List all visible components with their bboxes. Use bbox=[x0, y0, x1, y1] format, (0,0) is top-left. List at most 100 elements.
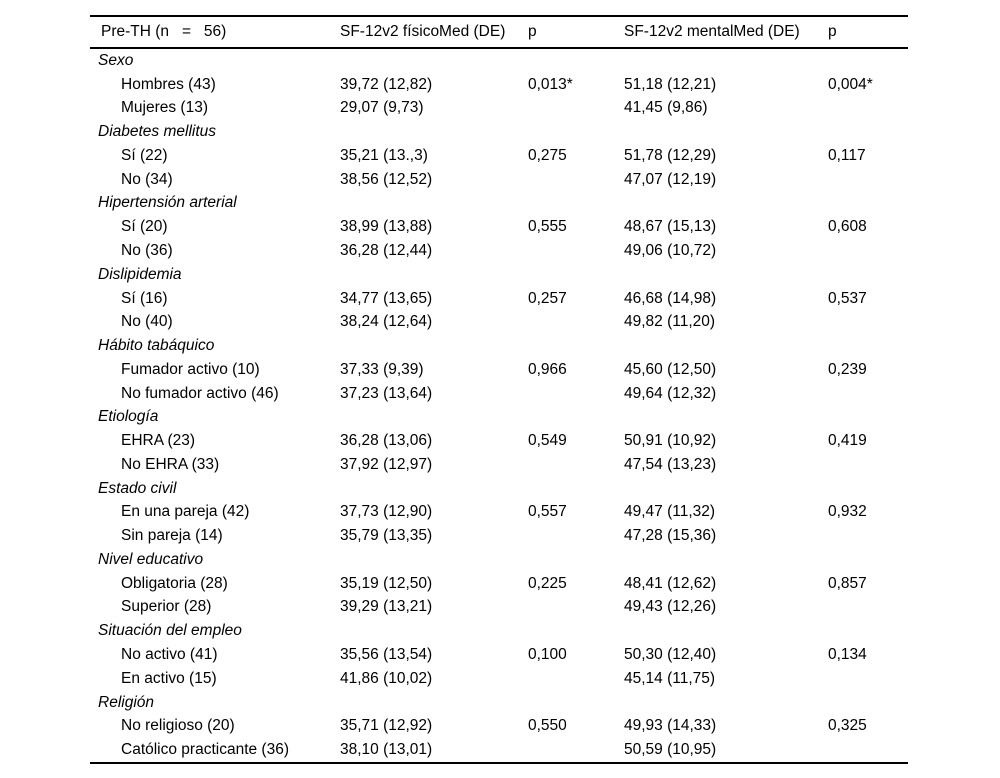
category-label: Situación del empleo bbox=[98, 622, 242, 640]
p-mental-value bbox=[828, 738, 908, 763]
p-fisico-value: 0,013* bbox=[528, 75, 573, 93]
category-row: Dislipidemia bbox=[90, 263, 908, 287]
category-row: Situación del empleo bbox=[90, 619, 908, 643]
data-row: No (36) 36,28 (12,44) 49,06 (10,72) bbox=[90, 239, 908, 263]
data-row: No activo (41) 35,56 (13,54) 0,100 50,30 (1… bbox=[90, 643, 908, 667]
category-label: Diabetes mellitus bbox=[98, 123, 217, 141]
p-fisico-value: 0,549 bbox=[528, 432, 567, 450]
row-label: EHRA (23) bbox=[121, 432, 196, 450]
p-mental-value: 0,117 bbox=[828, 146, 866, 164]
fisico-value: 41,86 (10,02) bbox=[340, 669, 433, 687]
row-label: Obligatoria (28) bbox=[121, 574, 228, 592]
p-fisico-value: 0,257 bbox=[528, 289, 567, 307]
row-label: Sí (20) bbox=[121, 218, 168, 236]
p-mental-value bbox=[828, 667, 908, 691]
category-label: Sexo bbox=[98, 51, 134, 69]
fisico-value: 38,56 (12,52) bbox=[340, 170, 433, 188]
data-row: Mujeres (13) 29,07 (9,73) 41,45 (9,86) bbox=[90, 97, 908, 121]
category-label: Nivel educativo bbox=[98, 550, 204, 568]
sf12v2-pre-th-table: Pre-TH (n = 56) SF-12v2 físicoMed (DE) p… bbox=[90, 15, 908, 764]
row-label: No fumador activo (46) bbox=[121, 384, 279, 402]
row-label: Sí (16) bbox=[121, 289, 168, 307]
p-fisico-value: 0,557 bbox=[528, 503, 567, 521]
header-p-mental: p bbox=[828, 16, 908, 49]
p-mental-value: 0,419 bbox=[828, 432, 867, 450]
mental-value: 49,82 (11,20) bbox=[624, 313, 716, 331]
p-mental-value: 0,857 bbox=[828, 574, 867, 592]
p-fisico-value: 0,555 bbox=[528, 218, 567, 236]
mental-value: 41,45 (9,86) bbox=[624, 99, 708, 117]
fisico-value: 38,99 (13,88) bbox=[340, 218, 433, 236]
p-mental-value: 0,134 bbox=[828, 646, 867, 664]
data-row: EHRA (23) 36,28 (13,06) 0,549 50,91 (10,92)… bbox=[90, 429, 908, 453]
mental-value: 51,78 (12,29) bbox=[624, 146, 717, 164]
row-label: Sin pareja (14) bbox=[121, 527, 223, 545]
mental-value: 47,07 (12,19) bbox=[624, 170, 717, 188]
fisico-value: 29,07 (9,73) bbox=[340, 99, 424, 117]
p-fisico-value bbox=[528, 382, 624, 406]
data-row: Obligatoria (28) 35,19 (12,50) 0,225 48,41 … bbox=[90, 572, 908, 596]
data-row: No (34) 38,56 (12,52) 47,07 (12,19) bbox=[90, 168, 908, 192]
row-label: Católico practicante (36) bbox=[121, 741, 289, 759]
data-row: Hombres (43) 39,72 (12,82) 0,013* 51,18 (12… bbox=[90, 73, 908, 97]
header-pre-th: Pre-TH (n = 56) bbox=[90, 16, 340, 49]
p-fisico-value bbox=[528, 738, 624, 763]
p-fisico-value bbox=[528, 524, 624, 548]
category-row: Sexo bbox=[90, 48, 908, 73]
row-label: No religioso (20) bbox=[121, 717, 235, 735]
data-row: Sí (16) 34,77 (13,65) 0,257 46,68 (14,98) 0,… bbox=[90, 287, 908, 311]
data-row: Sí (20) 38,99 (13,88) 0,555 48,67 (15,13) 0,… bbox=[90, 215, 908, 239]
mental-value: 45,14 (11,75) bbox=[624, 669, 716, 687]
mental-value: 50,59 (10,95) bbox=[624, 741, 717, 759]
p-fisico-value: 0,966 bbox=[528, 360, 567, 378]
p-mental-value bbox=[828, 97, 908, 121]
category-label: Etiología bbox=[98, 408, 159, 426]
category-label: Hipertensión arterial bbox=[98, 194, 237, 212]
p-mental-value bbox=[828, 168, 908, 192]
category-label: Estado civil bbox=[98, 479, 177, 497]
p-fisico-value bbox=[528, 453, 624, 477]
category-row: Etiología bbox=[90, 405, 908, 429]
p-mental-value: 0,608 bbox=[828, 218, 867, 236]
data-row: No fumador activo (46) 37,23 (13,64) 49,64… bbox=[90, 382, 908, 406]
mental-value: 49,47 (11,32) bbox=[624, 503, 716, 521]
data-row: Sí (22) 35,21 (13.,3) 0,275 51,78 (12,29) 0,… bbox=[90, 144, 908, 168]
mental-value: 49,06 (10,72) bbox=[624, 242, 717, 259]
p-mental-value: 0,537 bbox=[828, 289, 867, 307]
p-fisico-value: 0,550 bbox=[528, 717, 567, 735]
row-label: Superior (28) bbox=[121, 598, 212, 616]
mental-value: 49,43 (12,26) bbox=[624, 598, 717, 616]
p-fisico-value bbox=[528, 310, 624, 334]
mental-value: 50,30 (12,40) bbox=[624, 646, 717, 664]
category-row: Hábito tabáquico bbox=[90, 334, 908, 358]
p-mental-value: 0,325 bbox=[828, 717, 867, 735]
fisico-value: 38,10 (13,01) bbox=[340, 741, 433, 759]
fisico-value: 37,92 (12,97) bbox=[340, 455, 433, 473]
mental-value: 48,41 (12,62) bbox=[624, 574, 717, 592]
data-row: Fumador activo (10) 37,33 (9,39) 0,966 45,6… bbox=[90, 358, 908, 382]
fisico-value: 35,56 (13,54) bbox=[340, 646, 433, 664]
fisico-value: 38,24 (12,64) bbox=[340, 313, 433, 331]
row-label: No (34) bbox=[121, 170, 173, 188]
row-label: Fumador activo (10) bbox=[121, 360, 260, 378]
category-row: Nivel educativo bbox=[90, 548, 908, 572]
fisico-value: 39,72 (12,82) bbox=[340, 75, 433, 93]
p-mental-value: 0,932 bbox=[828, 503, 867, 521]
data-row: En una pareja (42) 37,73 (12,90) 0,557 49,4… bbox=[90, 501, 908, 525]
row-label: No (40) bbox=[121, 313, 173, 331]
fisico-value: 35,71 (12,92) bbox=[340, 717, 433, 735]
p-mental-value bbox=[828, 382, 908, 406]
fisico-value: 39,29 (13,21) bbox=[340, 598, 433, 616]
category-row: Religión bbox=[90, 691, 908, 715]
header-row: Pre-TH (n = 56) SF-12v2 físicoMed (DE) p… bbox=[90, 16, 908, 49]
row-label: No (36) bbox=[121, 242, 173, 259]
mental-value: 49,64 (12,32) bbox=[624, 384, 717, 402]
data-row: No (40) 38,24 (12,64) 49,82 (11,20) bbox=[90, 310, 908, 334]
p-fisico-value: 0,225 bbox=[528, 574, 567, 592]
data-row: Sin pareja (14) 35,79 (13,35) 47,28 (15,36… bbox=[90, 524, 908, 548]
category-label: Dislipidemia bbox=[98, 265, 182, 283]
fisico-value: 34,77 (13,65) bbox=[340, 289, 433, 307]
row-label: No activo (41) bbox=[121, 646, 218, 664]
data-row: No religioso (20) 35,71 (12,92) 0,550 49,93… bbox=[90, 714, 908, 738]
